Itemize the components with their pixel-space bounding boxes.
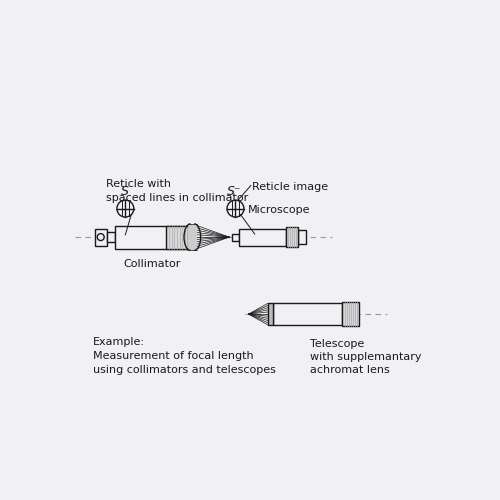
Text: S: S xyxy=(120,185,128,198)
Bar xyxy=(240,228,286,246)
Text: S⁻: S⁻ xyxy=(226,185,241,198)
Bar xyxy=(273,304,342,325)
Bar xyxy=(286,227,298,247)
Text: Telescope
with supplemantary
achromat lens: Telescope with supplemantary achromat le… xyxy=(310,338,422,375)
Text: Example:
Measurement of focal length
using collimators and telescopes: Example: Measurement of focal length usi… xyxy=(93,337,276,375)
Bar xyxy=(232,234,239,240)
Text: Microscope: Microscope xyxy=(248,205,310,215)
Text: Reticle image: Reticle image xyxy=(252,182,328,192)
Bar xyxy=(298,230,306,244)
Text: Reticle with
spaced lines in collimator: Reticle with spaced lines in collimator xyxy=(106,180,249,203)
Bar xyxy=(107,232,114,242)
Text: Collimator: Collimator xyxy=(124,258,181,268)
Bar xyxy=(268,304,273,325)
Bar xyxy=(94,228,107,246)
Bar xyxy=(188,224,197,250)
Circle shape xyxy=(97,234,104,240)
Bar xyxy=(166,226,188,248)
Bar xyxy=(114,226,188,248)
Circle shape xyxy=(117,200,134,217)
Bar xyxy=(342,302,359,326)
Circle shape xyxy=(227,200,244,217)
